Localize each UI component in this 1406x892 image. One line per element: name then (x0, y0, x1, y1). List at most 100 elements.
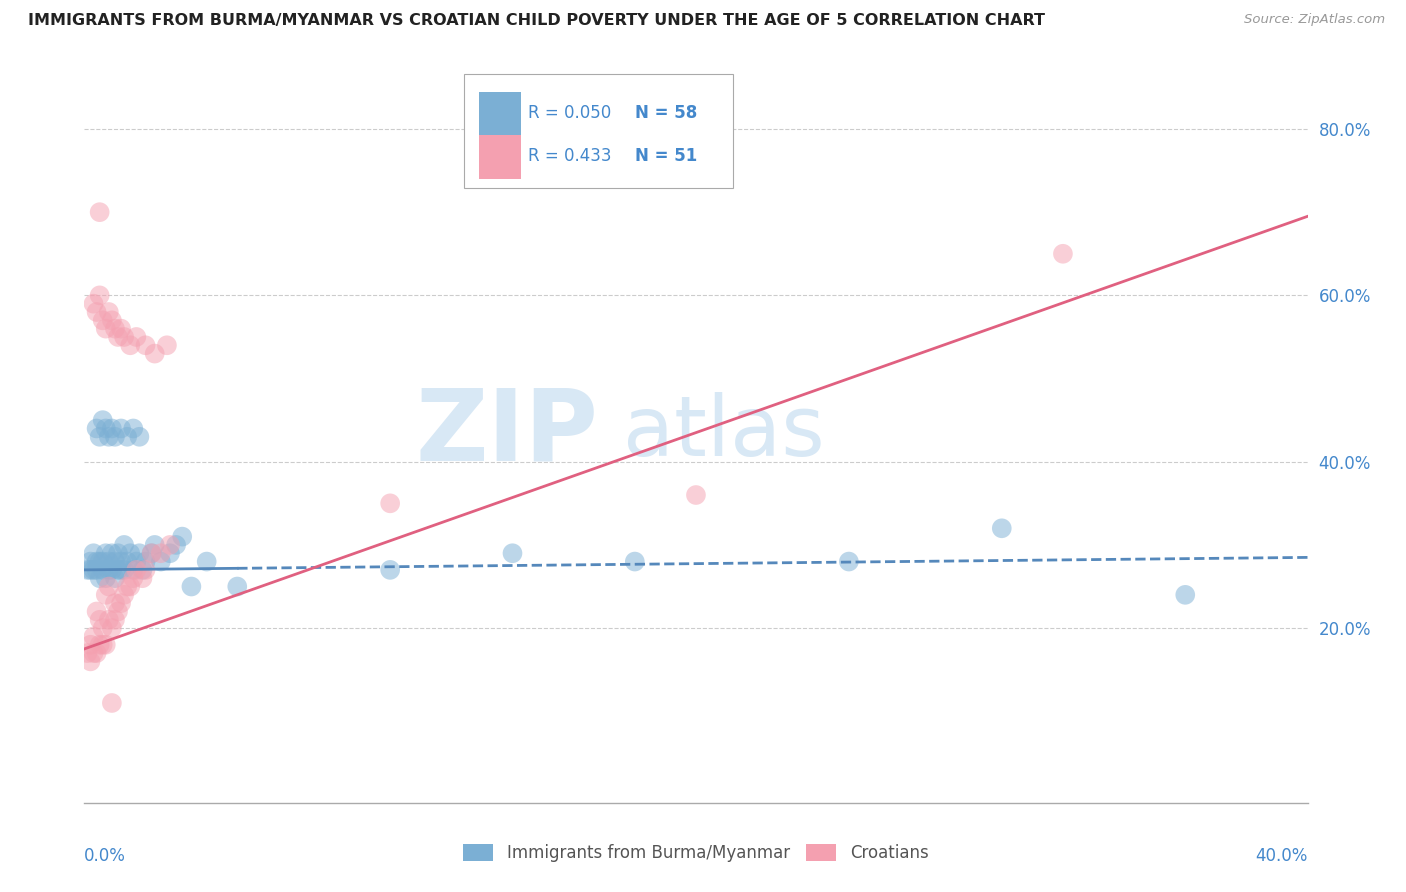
Point (89, 571, 111, 585)
Text: atlas: atlas (623, 392, 824, 473)
Point (89, 430, 111, 444)
Point (110, 563, 132, 577)
Point (97, 580, 120, 594)
Point (624, 555, 647, 569)
Point (91, 313, 114, 327)
Point (89, 613, 111, 627)
Point (120, 338, 142, 352)
Point (991, 521, 1014, 535)
Text: N = 51: N = 51 (636, 147, 697, 165)
Point (101, 696, 124, 710)
FancyBboxPatch shape (479, 92, 522, 136)
Point (86, 563, 108, 577)
Point (110, 321, 132, 335)
Point (1052, 246, 1074, 260)
Point (104, 321, 127, 335)
Point (112, 563, 135, 577)
Point (91, 621, 114, 635)
Text: R = 0.433: R = 0.433 (529, 147, 612, 165)
Point (110, 421, 132, 435)
FancyBboxPatch shape (464, 73, 733, 188)
Point (122, 571, 145, 585)
Point (79, 563, 101, 577)
Point (107, 330, 129, 344)
Point (380, 563, 402, 577)
Point (83, 629, 105, 643)
Point (91, 563, 114, 577)
Point (94, 421, 117, 435)
Point (135, 563, 157, 577)
Point (97, 563, 120, 577)
Point (83, 546, 105, 560)
Point (91, 413, 114, 427)
Point (107, 605, 129, 619)
Point (104, 596, 127, 610)
Point (104, 555, 127, 569)
Text: 0.0%: 0.0% (84, 847, 127, 865)
Point (112, 538, 135, 552)
Point (79, 638, 101, 652)
Point (131, 571, 153, 585)
Point (86, 421, 108, 435)
Text: 40.0%: 40.0% (1256, 847, 1308, 865)
Point (86, 646, 108, 660)
Point (141, 546, 163, 560)
Point (83, 296, 105, 310)
Point (115, 430, 138, 444)
Point (125, 555, 148, 569)
Point (125, 330, 148, 344)
Point (380, 496, 402, 510)
Point (120, 546, 142, 560)
Point (94, 546, 117, 560)
Point (156, 338, 179, 352)
Point (97, 555, 120, 569)
Point (159, 546, 181, 560)
Point (122, 421, 145, 435)
Point (107, 563, 129, 577)
FancyBboxPatch shape (479, 135, 522, 178)
Point (149, 555, 172, 569)
Point (86, 305, 108, 319)
Point (226, 580, 249, 594)
Text: IMMIGRANTS FROM BURMA/MYANMAR VS CROATIAN CHILD POVERTY UNDER THE AGE OF 5 CORRE: IMMIGRANTS FROM BURMA/MYANMAR VS CROATIA… (28, 13, 1045, 29)
Point (128, 430, 150, 444)
Point (685, 488, 707, 502)
Point (141, 546, 163, 560)
Point (112, 330, 135, 344)
Point (94, 638, 117, 652)
Point (502, 546, 524, 560)
Point (172, 530, 194, 544)
Point (159, 538, 181, 552)
Point (1174, 588, 1197, 602)
Text: ZIP: ZIP (415, 384, 598, 481)
Point (101, 621, 124, 635)
Point (110, 596, 132, 610)
Point (97, 305, 120, 319)
Point (76, 646, 98, 660)
Point (135, 555, 157, 569)
Point (115, 580, 138, 594)
Point (89, 288, 111, 302)
Point (83, 646, 105, 660)
Text: N = 58: N = 58 (636, 103, 697, 122)
Point (128, 546, 150, 560)
Point (101, 546, 124, 560)
Point (97, 613, 120, 627)
Point (89, 205, 111, 219)
Text: R = 0.050: R = 0.050 (529, 103, 612, 122)
Point (180, 580, 202, 594)
Point (107, 546, 129, 560)
Point (86, 555, 108, 569)
Point (101, 313, 124, 327)
Point (143, 538, 166, 552)
Point (104, 613, 127, 627)
Point (838, 555, 860, 569)
Point (122, 563, 145, 577)
Point (101, 563, 124, 577)
Point (83, 563, 105, 577)
Point (165, 538, 187, 552)
Point (131, 563, 153, 577)
Point (91, 638, 114, 652)
Point (143, 346, 166, 360)
Point (149, 546, 172, 560)
